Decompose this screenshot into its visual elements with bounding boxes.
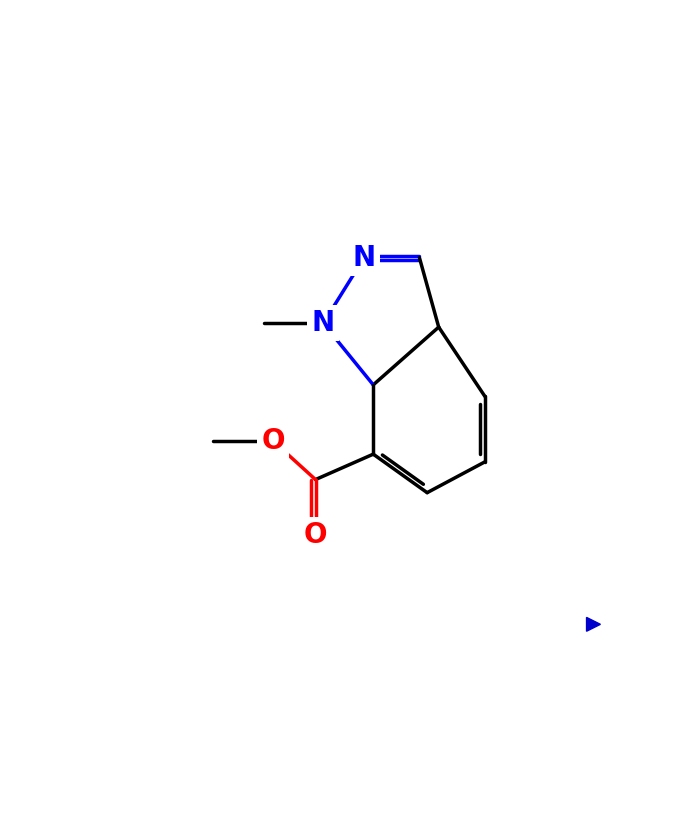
Text: N: N [312,309,335,337]
Text: N: N [353,244,376,272]
Text: N: N [353,244,376,272]
Text: O: O [304,521,327,549]
Polygon shape [586,617,600,631]
Text: O: O [261,427,285,455]
Text: O: O [304,521,327,549]
Text: N: N [312,309,335,337]
Text: O: O [261,427,285,455]
